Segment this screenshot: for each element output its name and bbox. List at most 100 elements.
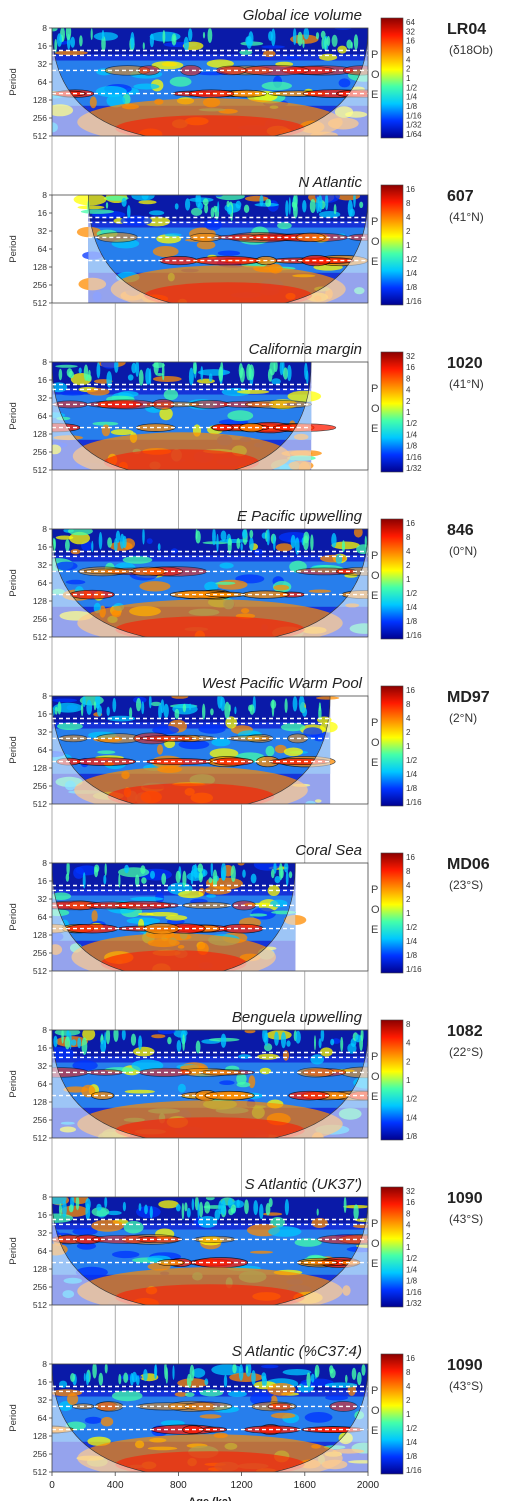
- y-tick-label: 64: [38, 1079, 48, 1089]
- colorbar: [380, 685, 404, 807]
- x-tick-label: 1600: [294, 1480, 317, 1491]
- poe-label: O: [371, 737, 380, 749]
- colorbar-tick-label: 16: [406, 1354, 415, 1363]
- wavelet-power-map: [73, 195, 368, 303]
- y-tick-label: 16: [38, 542, 48, 552]
- colorbar-tick-label: 64: [406, 18, 415, 27]
- colorbar: [380, 351, 404, 473]
- panel-2: 8 16 32 64 128 256 512 Period N Atlantic POE 16 8 4 2…: [8, 174, 484, 362]
- colorbar-tick-label: 1/32: [406, 121, 422, 130]
- cone-of-influence: [52, 1030, 368, 1138]
- y-tick-label: 32: [38, 393, 48, 403]
- colorbar-tick-label: 2: [406, 1396, 411, 1405]
- colorbar-tick-label: 1/8: [406, 617, 418, 626]
- poe-label: E: [371, 757, 378, 769]
- wavelet-power-map: [52, 1197, 368, 1305]
- y-tick-label: 512: [33, 1467, 47, 1477]
- x-tick-label: 2000: [357, 1480, 380, 1491]
- y-tick-label: 512: [33, 465, 47, 475]
- colorbar-tick-label: 16: [406, 363, 415, 372]
- x-tick-label: 0: [49, 1480, 55, 1491]
- y-tick-label: 64: [38, 578, 48, 588]
- wavelet-power-map: [52, 529, 368, 637]
- y-tick-label: 8: [42, 190, 47, 200]
- y-tick-label: 16: [38, 876, 48, 886]
- site-sublabel: (41°N): [449, 210, 484, 224]
- colorbar-tick-label: 1/2: [406, 1424, 418, 1433]
- colorbar: [380, 17, 404, 139]
- y-tick-label: 16: [38, 709, 48, 719]
- x-tick-label: 400: [107, 1480, 124, 1491]
- colorbar-tick-label: 16: [406, 185, 415, 194]
- y-tick-label: 128: [33, 1097, 47, 1107]
- site-label: 1082: [447, 1023, 483, 1040]
- poe-label: O: [371, 1405, 380, 1417]
- y-axis-label: Period: [8, 402, 19, 429]
- cone-of-influence: [52, 696, 331, 804]
- y-tick-label: 64: [38, 77, 48, 87]
- cone-of-influence: [52, 362, 312, 470]
- y-tick-label: 512: [33, 131, 47, 141]
- poe-label: O: [371, 904, 380, 916]
- site-label: LR04: [447, 21, 486, 38]
- colorbar-tick-label: 1/16: [406, 798, 422, 807]
- cone-of-influence: [52, 529, 368, 637]
- poe-label: P: [371, 717, 378, 729]
- poe-label: E: [371, 924, 378, 936]
- colorbar-tick-label: 1/16: [406, 631, 422, 640]
- y-tick-label: 32: [38, 1395, 48, 1405]
- y-axis-label: Period: [8, 68, 19, 95]
- colorbar-tick-label: 1/2: [406, 589, 418, 598]
- y-tick-label: 16: [38, 375, 48, 385]
- wavelet-power-map: [52, 696, 340, 804]
- poe-label: E: [371, 590, 378, 602]
- colorbar: [380, 184, 404, 306]
- colorbar-tick-label: 1: [406, 74, 411, 83]
- colorbar-tick-label: 1/32: [406, 464, 422, 473]
- y-tick-label: 128: [33, 763, 47, 773]
- y-tick-label: 64: [38, 411, 48, 421]
- colorbar-tick-label: 1/2: [406, 1095, 418, 1104]
- colorbar: [380, 852, 404, 974]
- colorbar-tick-label: 8: [406, 1368, 411, 1377]
- poe-label: E: [371, 256, 378, 268]
- wavelet-power-map: [52, 28, 368, 136]
- cone-of-influence: [52, 1197, 368, 1305]
- colorbar-tick-label: 1/4: [406, 770, 418, 779]
- panel-title: E Pacific upwelling: [237, 508, 363, 525]
- colorbar: [380, 518, 404, 640]
- colorbar-tick-label: 8: [406, 700, 411, 709]
- panel-title: S Atlantic (UK37'): [245, 1176, 362, 1193]
- colorbar-tick-label: 32: [406, 352, 415, 361]
- y-axis-label: Period: [8, 1070, 19, 1097]
- panel-title: Benguela upwelling: [232, 1009, 363, 1026]
- site-sublabel: (23°S): [449, 878, 483, 892]
- y-tick-label: 8: [42, 23, 47, 33]
- colorbar-tick-label: 16: [406, 686, 415, 695]
- wavelet-power-map: [52, 1030, 368, 1138]
- site-label: 1090: [447, 1357, 483, 1374]
- poe-label: O: [371, 403, 380, 415]
- y-tick-label: 16: [38, 1210, 48, 1220]
- site-sublabel: (0°N): [449, 544, 477, 558]
- site-sublabel: (41°N): [449, 377, 484, 391]
- y-tick-label: 256: [33, 781, 47, 791]
- y-tick-label: 512: [33, 298, 47, 308]
- y-tick-label: 128: [33, 930, 47, 940]
- y-tick-label: 128: [33, 262, 47, 272]
- panel-title: California margin: [249, 341, 362, 358]
- y-tick-label: 32: [38, 226, 48, 236]
- y-tick-label: 8: [42, 357, 47, 367]
- colorbar-tick-label: 1/8: [406, 1452, 418, 1461]
- y-tick-label: 128: [33, 429, 47, 439]
- panel-title: N Atlantic: [298, 174, 362, 191]
- colorbar-tick-label: 32: [406, 27, 415, 36]
- cone-of-influence: [52, 863, 296, 971]
- y-tick-label: 512: [33, 966, 47, 976]
- colorbar-tick-label: 2: [406, 1057, 411, 1066]
- colorbar-tick-label: 1/4: [406, 937, 418, 946]
- wavelet-power-map: [52, 863, 307, 971]
- colorbar-tick-label: 1/2: [406, 1254, 418, 1263]
